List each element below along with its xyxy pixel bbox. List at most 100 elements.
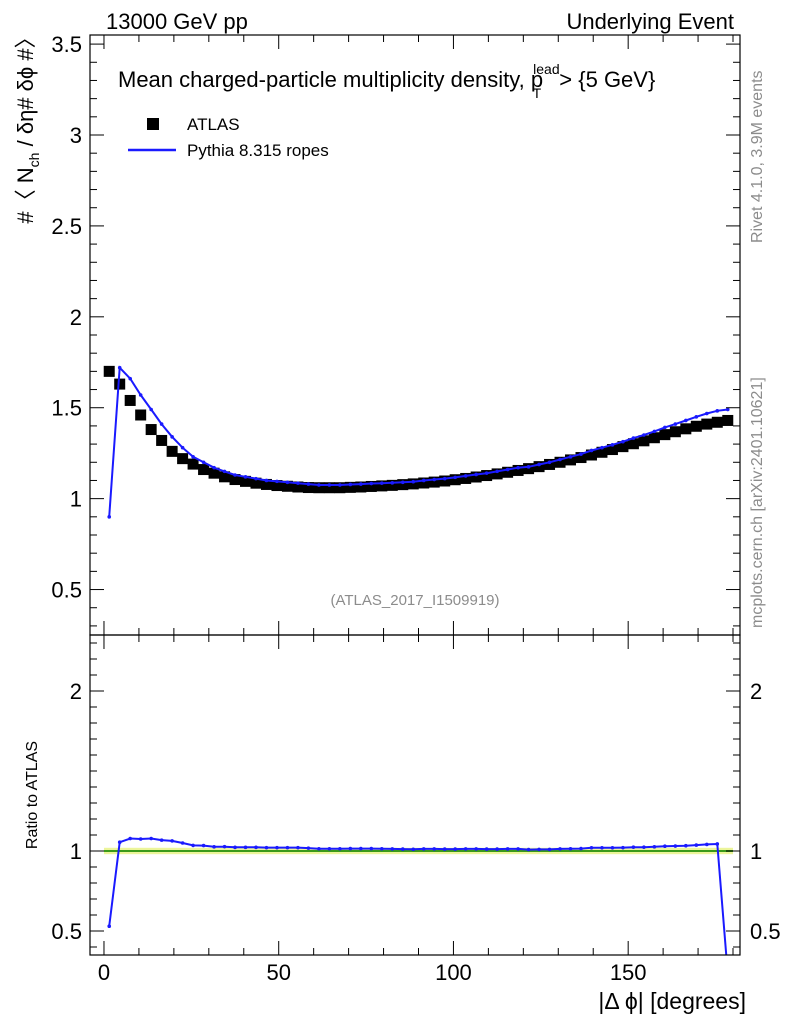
ratio-model-point: [537, 847, 541, 852]
ratio-model-point: [117, 840, 122, 844]
ratio-model-point: [180, 841, 185, 845]
ratio-model-point: [107, 924, 112, 928]
pythia-model-point: [725, 407, 730, 412]
pythia-model-point: [170, 435, 174, 439]
ratio-model-point: [285, 845, 290, 850]
ratio-model-point: [463, 847, 468, 851]
atlas-data-point: [187, 458, 199, 470]
atlas-data-point: [240, 475, 252, 487]
atlas-data-point: [491, 468, 503, 480]
ratio-model-point: [589, 846, 594, 850]
title-sub: T: [533, 85, 542, 101]
atlas-data-point: [271, 480, 283, 492]
atlas-data-point: [460, 472, 472, 484]
atlas-data-point: [648, 432, 660, 444]
atlas-data-point: [502, 466, 514, 478]
atlas-data-point: [617, 441, 629, 453]
ratio-model-point: [495, 847, 499, 851]
atlas-data-point: [397, 479, 409, 491]
atlas-data-point: [659, 429, 671, 441]
header-right: Underlying Event: [566, 9, 734, 34]
pythia-model-point: [348, 482, 353, 487]
pythia-model-point: [275, 479, 279, 484]
axes-layer: 0 50 100 150 0.5 1 1.5 2 2.5 3 3.5 0.5 0.5 1 1 2 2: [51, 32, 780, 985]
pythia-model-point: [400, 480, 405, 485]
x-tick-label: 50: [266, 960, 290, 985]
atlas-data-point: [585, 449, 597, 461]
atlas-data-point: [565, 454, 577, 466]
atlas-data-point: [208, 467, 220, 479]
legend-data-label: ATLAS: [187, 115, 240, 134]
atlas-data-point: [627, 438, 639, 450]
x-axis-title: |Δ ϕ| [degrees]: [598, 988, 746, 1014]
atlas-data-point: [512, 464, 524, 476]
y-tick-label: 0.5: [51, 578, 82, 603]
ratio-model-point: [390, 847, 395, 851]
atlas-data-point: [407, 478, 419, 490]
pythia-model-point: [516, 465, 520, 470]
ratio-model-point: [296, 845, 300, 850]
pythia-model-point: [474, 472, 478, 477]
ratio-model-point: [621, 845, 625, 850]
pythia-model-point: [631, 436, 636, 440]
ratio-model-point: [432, 847, 437, 851]
x-tick-label: 100: [435, 960, 472, 985]
plot-title: Mean charged-particle multiplicity densi…: [118, 61, 655, 101]
atlas-data-point: [365, 480, 377, 492]
pythia-model-point: [453, 475, 457, 480]
pythia-model-point: [715, 409, 720, 413]
pythia-model-point: [117, 365, 122, 370]
ratio-model-point: [149, 836, 153, 841]
atlas-data-point: [355, 481, 367, 493]
ratio-model-point: [400, 847, 405, 851]
ratio-model-point: [254, 845, 258, 850]
ratio-model-point: [715, 842, 720, 846]
ratio-model-point: [317, 846, 321, 851]
ratio-model-point: [411, 847, 416, 852]
ratio-model-point: [138, 837, 143, 841]
atlas-data-point: [428, 476, 440, 488]
pythia-model-point: [254, 476, 258, 481]
atlas-data-point: [177, 453, 189, 465]
atlas-data-point: [114, 378, 126, 390]
pythia-model-point: [222, 469, 227, 474]
atlas-data-point: [418, 477, 430, 489]
legend-data-marker: [147, 118, 159, 130]
atlas-data-point: [711, 416, 723, 428]
ratio-model-point: [369, 846, 374, 851]
pythia-model-point: [705, 411, 709, 416]
atlas-data-point: [554, 456, 566, 468]
ratio-model-point: [442, 847, 447, 851]
pythia-model-point: [128, 376, 132, 381]
pythia-model-point: [317, 483, 321, 487]
atlas-data-point: [145, 424, 157, 436]
atlas-data-point: [313, 482, 325, 494]
atlas-data-point: [575, 452, 587, 464]
pythia-model-point: [526, 465, 531, 469]
pythia-model-point: [621, 439, 625, 444]
atlas-data-point: [219, 471, 231, 483]
atlas-data-point: [376, 480, 388, 492]
atlas-data-point: [334, 482, 346, 494]
ratio-model-point: [558, 847, 562, 851]
ratio-model-point: [453, 847, 457, 851]
pythia-model-point: [495, 469, 499, 474]
ratio-model-point: [338, 846, 342, 851]
title-p: p: [531, 67, 543, 92]
atlas-data-point: [229, 474, 241, 486]
pythia-model-point: [296, 481, 300, 485]
ratio-model-point: [170, 839, 174, 843]
ratio-model-point: [663, 844, 667, 848]
ratio-tick-label-left: 2: [70, 679, 82, 704]
atlas-data-point: [701, 418, 713, 430]
ratio-model-point: [694, 843, 699, 847]
rivet-version-label: Rivet 4.1.0, 3.9M events: [749, 70, 766, 243]
pythia-model-point: [505, 467, 510, 472]
ratio-model-point: [159, 838, 164, 842]
pythia-model-point: [327, 483, 332, 487]
pythia-model-point: [138, 393, 143, 397]
analysis-label: (ATLAS_2017_I1509919): [330, 592, 499, 609]
pythia-model-point: [537, 462, 541, 467]
atlas-data-point: [669, 426, 681, 438]
